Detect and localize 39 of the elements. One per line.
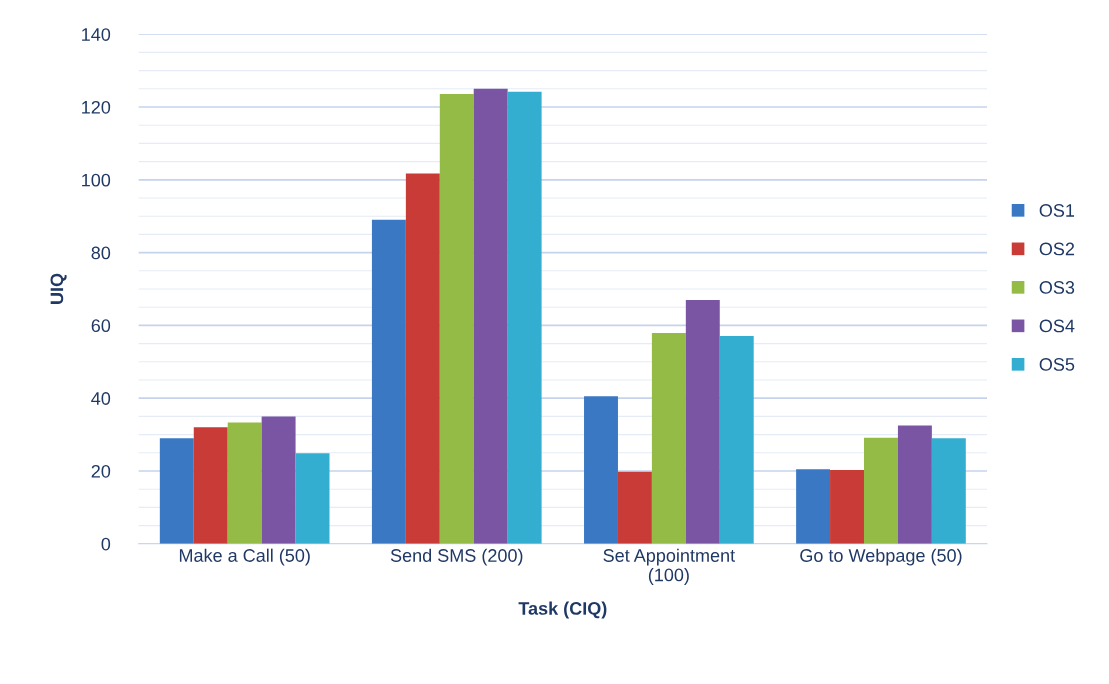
x-tick-label: Make a Call (50) bbox=[179, 548, 310, 566]
bar bbox=[719, 335, 754, 544]
x-tick-label: Go to Webpage (50) bbox=[800, 548, 962, 566]
legend-label: OS5 bbox=[1039, 358, 1075, 371]
bar bbox=[584, 396, 618, 544]
y-tick-label: 20 bbox=[91, 464, 111, 478]
bar bbox=[863, 437, 898, 544]
bar bbox=[507, 91, 542, 544]
y-tick-label: 0 bbox=[101, 537, 111, 551]
bar bbox=[897, 425, 932, 544]
bar bbox=[371, 219, 406, 544]
bar bbox=[405, 173, 440, 544]
x-tick-label: Send SMS (200) bbox=[390, 548, 523, 566]
legend-label: OS3 bbox=[1039, 281, 1075, 294]
y-axis-title: UIQ bbox=[50, 273, 67, 304]
bar bbox=[473, 88, 508, 544]
bar bbox=[830, 469, 864, 544]
y-tick-label: 140 bbox=[82, 28, 111, 41]
bar bbox=[295, 453, 330, 544]
bar bbox=[193, 427, 228, 544]
bar bbox=[439, 93, 474, 544]
y-tick-label: 80 bbox=[91, 246, 111, 260]
y-tick-label: 40 bbox=[91, 392, 111, 405]
y-tick-label: 60 bbox=[91, 319, 111, 333]
y-tick-label: 120 bbox=[82, 100, 111, 114]
legend-label: OS4 bbox=[1039, 319, 1075, 333]
bar bbox=[931, 438, 966, 544]
legend-label: OS1 bbox=[1039, 204, 1075, 217]
bar bbox=[261, 416, 296, 544]
x-tick-label: Set Appointment (100) bbox=[603, 548, 735, 585]
y-tick-label: 100 bbox=[82, 173, 111, 187]
legend-label: OS2 bbox=[1039, 242, 1075, 256]
x-axis-title: Task (CIQ) bbox=[518, 601, 607, 619]
bar bbox=[651, 333, 686, 544]
bar bbox=[159, 438, 194, 544]
bar bbox=[685, 299, 720, 544]
bar bbox=[227, 422, 262, 544]
bar bbox=[617, 471, 652, 544]
bar bbox=[796, 469, 831, 544]
